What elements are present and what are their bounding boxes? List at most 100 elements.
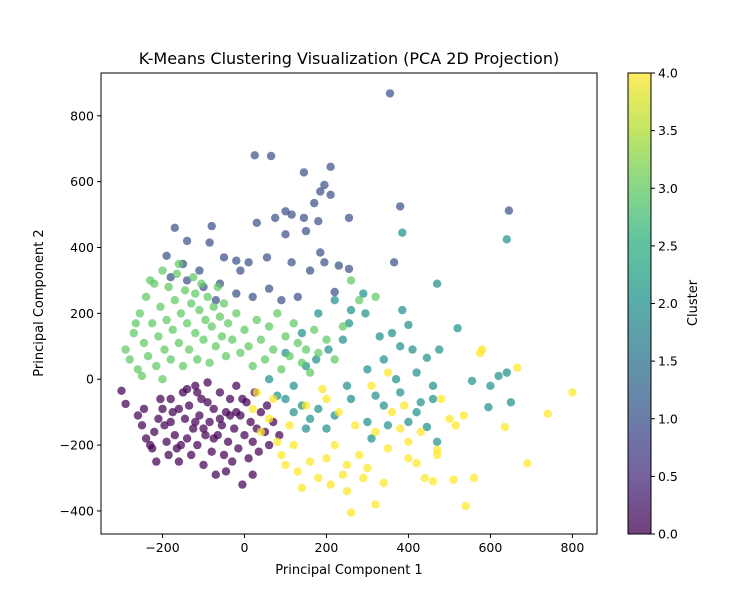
cluster-0-point: [117, 386, 126, 395]
cluster-0-point: [238, 394, 247, 404]
cluster-4-point: [342, 487, 352, 496]
cluster-1-point: [305, 266, 315, 275]
cluster-1-point: [162, 251, 171, 260]
cluster-3-point: [201, 315, 210, 325]
cluster-0-point: [189, 424, 198, 433]
cluster-4-point: [273, 437, 282, 446]
cluster-4-point: [396, 424, 405, 433]
cluster-3-point: [289, 319, 298, 328]
cluster-1-point: [277, 296, 286, 305]
cluster-1-point: [219, 253, 229, 262]
cluster-0-point: [148, 444, 157, 453]
cluster-2-point: [312, 355, 321, 364]
cluster-0-point: [137, 421, 147, 430]
y-tick-label: 200: [70, 306, 94, 321]
cluster-0-point: [187, 450, 196, 460]
cluster-0-point: [176, 440, 186, 450]
cluster-3-point: [152, 361, 161, 371]
cluster-1-point: [344, 213, 354, 223]
cluster-3-point: [182, 319, 192, 328]
cluster-3-point: [146, 276, 155, 285]
cluster-3-point: [191, 328, 200, 338]
cluster-1-point: [205, 238, 214, 247]
colorbar: [628, 73, 651, 534]
cluster-1-point: [293, 292, 302, 302]
cluster-2-point: [289, 408, 298, 417]
cluster-3-point: [141, 292, 151, 302]
cluster-4-point: [318, 384, 327, 394]
cluster-3-point: [248, 361, 257, 371]
colorbar-tick-label: 1.0: [658, 411, 678, 426]
cluster-1-point: [314, 217, 323, 226]
cluster-2-point: [453, 324, 462, 333]
cluster-0-point: [225, 394, 235, 404]
cluster-1-point: [287, 210, 296, 219]
cluster-4-point: [322, 454, 331, 463]
cluster-1-point: [232, 256, 241, 265]
cluster-3-point: [191, 289, 200, 298]
cluster-2-point: [363, 417, 372, 427]
cluster-1-point: [389, 258, 399, 267]
cluster-0-point: [164, 450, 173, 460]
cluster-3-point: [221, 352, 231, 361]
y-axis-label: Principal Component 2: [32, 229, 47, 376]
chart-title: K-Means Clustering Visualization (PCA 2D…: [139, 49, 559, 68]
cluster-4-point: [400, 401, 409, 410]
cluster-2-point: [338, 335, 348, 344]
cluster-4-point: [523, 459, 532, 468]
cluster-3-point: [203, 292, 212, 302]
colorbar-axis: 0.0 0.5 1.0 1.5 2.0 2.5 3.0 3.5 4.0: [651, 66, 678, 542]
cluster-0-point: [230, 424, 239, 433]
cluster-2-point: [494, 371, 503, 381]
cluster-0-point: [240, 431, 249, 440]
cluster-2-point: [422, 422, 432, 432]
cluster-3-point: [148, 319, 157, 328]
x-tick-label: −200: [145, 540, 179, 555]
cluster-0-point: [248, 470, 257, 479]
x-tick-label: 200: [315, 540, 339, 555]
cluster-3-point: [129, 328, 138, 338]
cluster-0-point: [199, 424, 208, 433]
cluster-0-point: [139, 404, 149, 414]
cluster-0-point: [168, 408, 177, 417]
cluster-4-point: [568, 388, 577, 397]
cluster-2-point: [404, 417, 413, 427]
cluster-1-point: [301, 226, 311, 236]
cluster-0-point: [248, 437, 257, 446]
cluster-3-point: [219, 299, 229, 308]
cluster-3-point: [193, 355, 202, 364]
cluster-3-point: [217, 332, 227, 341]
cluster-1-point: [334, 261, 343, 270]
cluster-4-point: [420, 473, 429, 483]
cluster-3-point: [125, 355, 134, 364]
colorbar-tick-label: 2.0: [658, 296, 678, 311]
cluster-3-point: [209, 302, 218, 311]
cluster-3-point: [244, 342, 253, 351]
cluster-3-point: [135, 309, 145, 318]
cluster-3-point: [180, 286, 190, 295]
cluster-0-point: [166, 394, 175, 404]
cluster-2-point: [396, 388, 405, 397]
cluster-4-point: [359, 473, 368, 483]
cluster-2-point: [391, 375, 401, 384]
cluster-3-point: [264, 322, 274, 331]
cluster-0-point: [207, 447, 216, 456]
cluster-4-point: [379, 478, 388, 488]
cluster-0-point: [221, 467, 231, 476]
cluster-3-point: [160, 345, 169, 354]
cluster-3-point: [223, 319, 233, 328]
cluster-4-point: [293, 467, 302, 476]
cluster-4-point: [432, 450, 442, 460]
cluster-0-point: [195, 411, 204, 420]
cluster-0-point: [201, 431, 210, 440]
cluster-3-point: [195, 305, 204, 315]
colorbar-tick-label: 3.0: [658, 181, 678, 196]
colorbar-tick-label: 2.5: [658, 238, 678, 253]
cluster-3-point: [355, 296, 364, 305]
cluster-0-point: [234, 444, 243, 453]
cluster-0-point: [209, 434, 218, 443]
cluster-2-point: [486, 381, 495, 390]
cluster-0-point: [256, 408, 266, 417]
y-tick-label: −200: [60, 438, 94, 453]
